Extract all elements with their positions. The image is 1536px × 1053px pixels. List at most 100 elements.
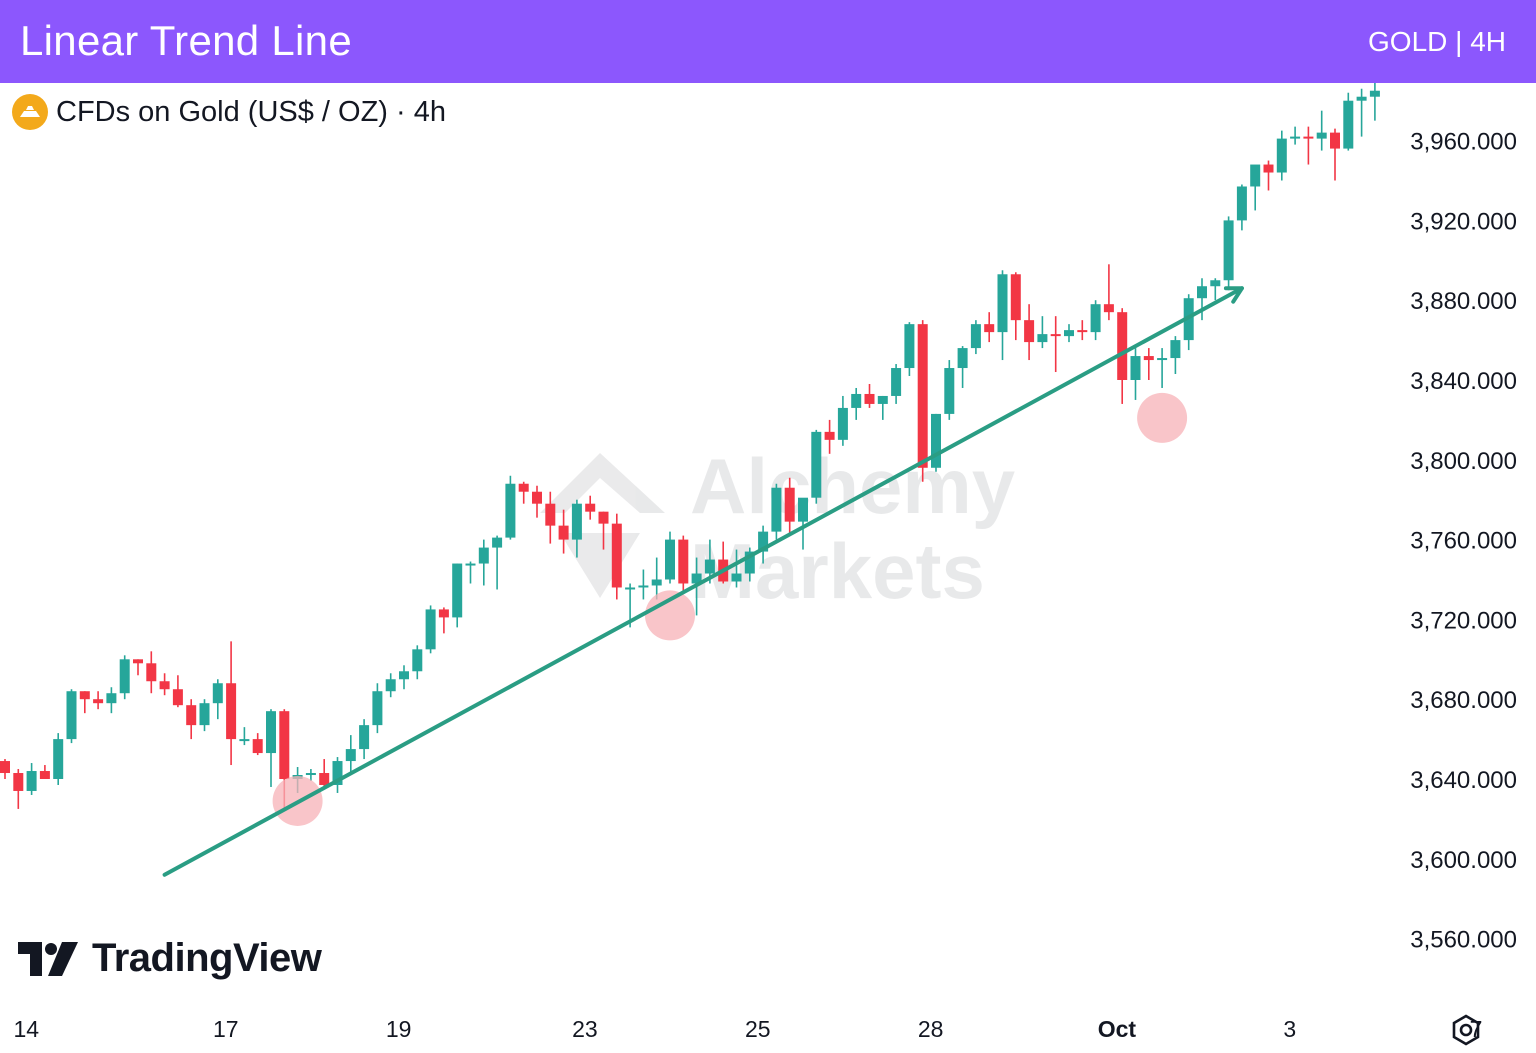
candle-body (771, 487, 782, 532)
x-tick-label: 23 (572, 1016, 598, 1042)
candle-body (1250, 164, 1261, 187)
candle-body (1223, 220, 1234, 281)
candle-body (212, 683, 223, 704)
candle-body (984, 324, 995, 333)
gold-coin-icon (12, 94, 48, 130)
candle-body (1143, 356, 1154, 361)
candle-body (598, 511, 609, 524)
candle-body (1157, 358, 1168, 361)
candle-body (518, 483, 529, 492)
candle-body (691, 573, 702, 584)
candle-body (1024, 320, 1035, 343)
candle-body (944, 368, 955, 414)
candle-body (638, 585, 649, 588)
candle-body (146, 663, 157, 682)
candle-body (1103, 304, 1114, 313)
settings-gear-icon[interactable] (1448, 1012, 1484, 1048)
tradingview-mark-icon (18, 941, 78, 976)
y-tick-label: 3,840.000 (1410, 368, 1517, 395)
candle-body (1303, 136, 1314, 139)
candle-body (399, 671, 409, 680)
candle-body (891, 368, 902, 396)
candle-body (877, 395, 888, 404)
candle-body (1037, 334, 1048, 343)
candle-body (1130, 356, 1141, 380)
candle-body (744, 551, 755, 574)
tradingview-wordmark: TradingView (92, 936, 322, 980)
instrument-label: CFDs on Gold (US$ / OZ) · 4h (56, 95, 446, 128)
candle-body (851, 393, 862, 408)
candle-body (731, 573, 742, 582)
candle-body (465, 563, 476, 566)
candle-body (199, 703, 210, 726)
candle-body (279, 711, 290, 779)
symbol-timeframe: GOLD | 4H (1368, 26, 1506, 57)
candle-body (252, 739, 263, 754)
candle-body (1210, 280, 1221, 287)
candle-body (651, 579, 662, 586)
candle-body (505, 483, 516, 538)
candle-body (359, 725, 370, 750)
candle-body (93, 699, 104, 704)
candle-body (665, 539, 675, 580)
candle-body (39, 771, 50, 779)
candle-body (585, 503, 596, 512)
candle-body (957, 348, 968, 369)
candle-body (1330, 132, 1340, 149)
candle-body (904, 324, 915, 369)
candle-body (1077, 330, 1088, 333)
y-tick-label: 3,560.000 (1410, 927, 1517, 954)
x-tick-label: 19 (386, 1016, 412, 1042)
candle-body (385, 679, 396, 692)
x-tick-label: 17 (213, 1016, 239, 1042)
candle-body (532, 491, 542, 504)
x-tick-label: 28 (918, 1016, 944, 1042)
candle-body (1090, 304, 1101, 333)
y-tick-label: 3,960.000 (1410, 129, 1517, 156)
candle-body (970, 324, 981, 349)
candle-body (226, 683, 237, 740)
candle-body (412, 649, 423, 672)
candle-body (186, 705, 197, 726)
candle-body (1263, 164, 1274, 173)
candle-body (1010, 274, 1021, 321)
candle-body (478, 547, 489, 564)
candle-body (758, 531, 769, 552)
candle-body (13, 773, 24, 791)
candle-body (239, 739, 250, 742)
candle-body (0, 761, 10, 774)
candle-body (1369, 90, 1380, 97)
candle-body (53, 739, 64, 779)
candle-body (133, 659, 143, 664)
candle-body (545, 503, 556, 526)
candle-body (1117, 312, 1128, 380)
candle-body (452, 563, 463, 618)
candle-body (824, 431, 835, 440)
candle-body (1276, 138, 1287, 173)
candle-body (611, 523, 622, 588)
candle-body (1197, 286, 1207, 299)
candle-body (784, 487, 795, 522)
candle-body (1050, 334, 1061, 337)
y-tick-label: 3,920.000 (1410, 208, 1517, 235)
candle-body (106, 693, 117, 704)
candle-body (625, 587, 636, 590)
candle-body (266, 711, 276, 754)
candle-body (704, 559, 715, 574)
candle-body (1236, 186, 1247, 221)
candle-body (917, 324, 928, 468)
candle-body (305, 773, 316, 776)
y-tick-label: 3,680.000 (1410, 687, 1517, 714)
candle-body (864, 393, 875, 404)
watermark-emblem-icon (540, 453, 665, 598)
candle-body (997, 274, 1008, 333)
y-tick-label: 3,800.000 (1410, 448, 1517, 475)
x-tick-label: 14 (14, 1016, 40, 1042)
candle-body (558, 525, 569, 540)
y-tick-label: 3,720.000 (1410, 607, 1517, 634)
page-title: Linear Trend Line (20, 17, 352, 64)
candle-body (332, 761, 343, 785)
trend-line (162, 286, 1244, 877)
